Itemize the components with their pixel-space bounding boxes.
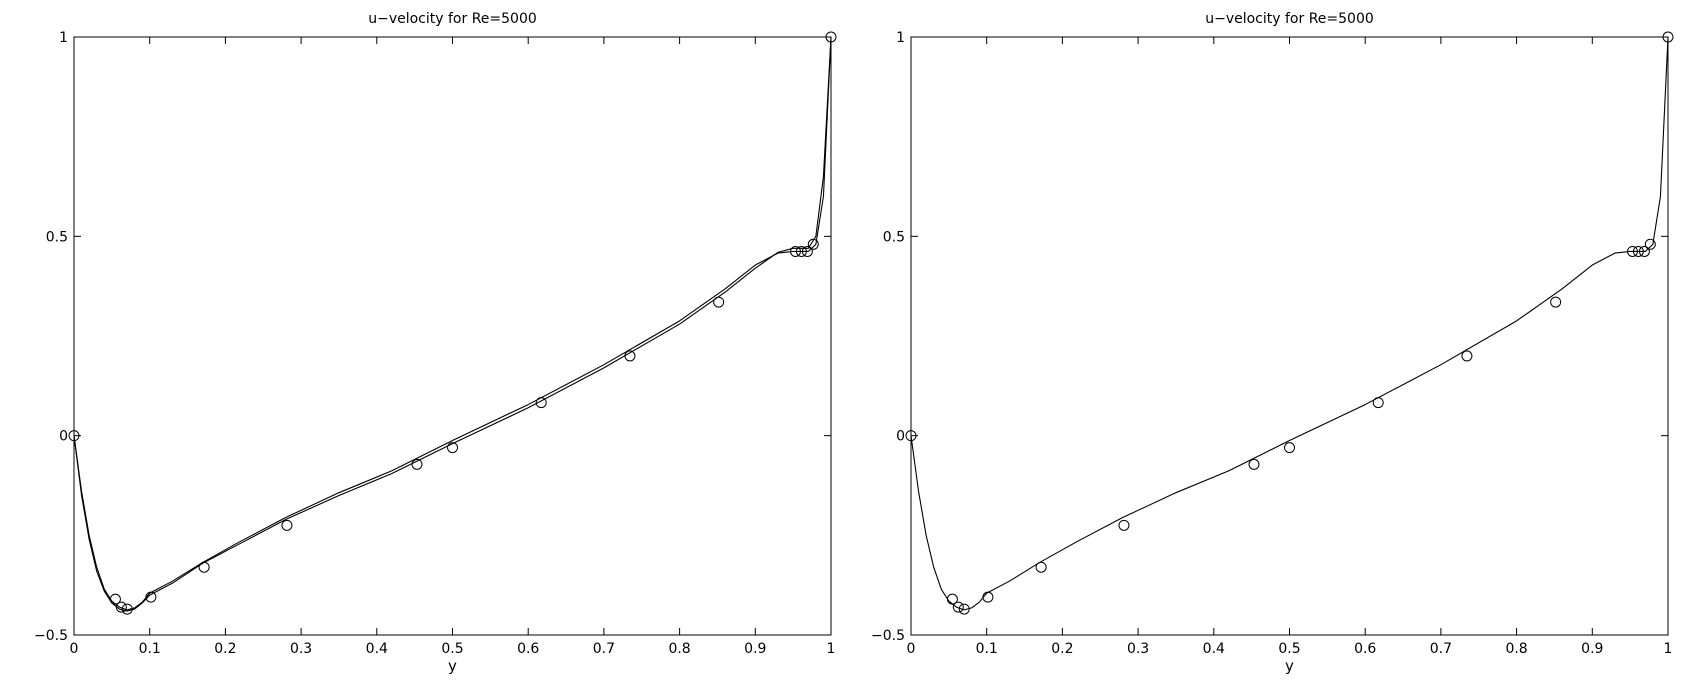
data-point-marker xyxy=(825,31,837,43)
data-point-marker xyxy=(1644,238,1656,250)
x-axis-label: y xyxy=(448,657,457,675)
y-tick-label: 1 xyxy=(59,30,68,46)
x-tick-label: 0.6 xyxy=(517,641,539,657)
plot-area xyxy=(910,36,1669,636)
chart-panel-right: u−velocity for Re=5000 0 0.1 0.2 0.3 0.4 0.5 0.… xyxy=(871,11,1674,675)
data-point-marker xyxy=(1035,561,1047,573)
data-point-marker xyxy=(795,245,807,257)
data-point-marker xyxy=(946,593,958,605)
data-point-marker xyxy=(1638,245,1650,257)
x-tick-label: 1 xyxy=(1664,641,1673,657)
data-point-marker xyxy=(1632,245,1644,257)
x-tick-label: 1 xyxy=(827,641,836,657)
x-tick-label: 0.9 xyxy=(744,641,766,657)
x-tick-label: 0.2 xyxy=(1051,641,1073,657)
data-point-marker xyxy=(198,561,210,573)
data-point-marker xyxy=(801,245,813,257)
x-tick-label: 0.7 xyxy=(1430,641,1452,657)
data-point-marker xyxy=(447,442,458,454)
data-point-marker xyxy=(1461,350,1473,362)
plot-area xyxy=(73,36,832,636)
series-line-1 xyxy=(73,36,832,611)
data-point-marker xyxy=(807,238,819,250)
x-tick-label: 0.7 xyxy=(593,641,615,657)
y-tick-label: 1 xyxy=(896,30,905,46)
y-tick-label: −0.5 xyxy=(34,628,68,644)
x-tick-label: 0.5 xyxy=(441,641,463,657)
chart-title: u−velocity for Re=5000 xyxy=(368,11,537,27)
data-point-marker xyxy=(905,430,917,442)
x-tick-label: 0.5 xyxy=(1278,641,1300,657)
data-point-marker xyxy=(115,601,127,613)
y-tick-label: −0.5 xyxy=(871,628,905,644)
data-point-marker xyxy=(958,603,970,615)
chart-title: u−velocity for Re=5000 xyxy=(1205,11,1374,27)
data-point-marker xyxy=(1284,442,1295,454)
data-point-marker xyxy=(411,458,423,470)
y-tick-label: 0.5 xyxy=(46,229,68,245)
data-point-marker xyxy=(1550,296,1562,308)
x-tick-label: 0.1 xyxy=(976,641,998,657)
x-tick-label: 0.8 xyxy=(668,641,690,657)
y-tick-label: 0 xyxy=(896,429,905,445)
chart-panel-left: u−velocity for Re=5000 0 0.1 0.2 0.3 0.4 0.5 0.… xyxy=(34,11,837,675)
data-point-marker xyxy=(121,603,133,615)
data-point-marker xyxy=(281,519,293,531)
series-line-0 xyxy=(910,36,1669,611)
x-tick-label: 0.8 xyxy=(1505,641,1527,657)
x-tick-label: 0.9 xyxy=(1581,641,1603,657)
data-point-marker xyxy=(535,397,547,409)
x-axis-label: y xyxy=(1285,657,1294,675)
data-point-marker xyxy=(1118,519,1130,531)
series-line-0 xyxy=(73,36,832,612)
data-point-marker xyxy=(68,430,80,442)
data-point-marker xyxy=(952,601,964,613)
data-point-marker xyxy=(789,245,801,257)
x-tick-label: 0.2 xyxy=(214,641,236,657)
data-point-marker xyxy=(109,593,121,605)
y-tick-label: 0.5 xyxy=(883,229,905,245)
x-tick-label: 0.3 xyxy=(290,641,312,657)
x-tick-label: 0.6 xyxy=(1354,641,1376,657)
x-tick-label: 0.4 xyxy=(1203,641,1225,657)
data-point-marker xyxy=(145,591,157,603)
x-tick-label: 0 xyxy=(907,641,916,657)
x-tick-label: 0.4 xyxy=(366,641,388,657)
data-point-marker xyxy=(1626,245,1638,257)
data-point-marker xyxy=(624,350,636,362)
y-tick-label: 0 xyxy=(59,429,68,445)
data-point-marker xyxy=(982,591,994,603)
x-tick-label: 0.1 xyxy=(139,641,161,657)
x-tick-label: 0 xyxy=(70,641,79,657)
data-point-marker xyxy=(713,296,725,308)
data-point-marker xyxy=(1662,31,1674,43)
data-point-marker xyxy=(1248,458,1260,470)
x-tick-label: 0.3 xyxy=(1127,641,1149,657)
data-point-marker xyxy=(1372,397,1384,409)
